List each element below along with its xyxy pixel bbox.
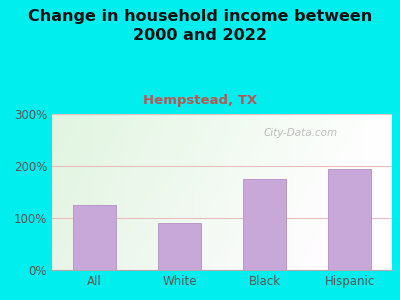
Text: Change in household income between
2000 and 2022: Change in household income between 2000 … bbox=[28, 9, 372, 43]
Bar bbox=[158, 223, 201, 270]
Bar bbox=[328, 169, 371, 270]
Text: City-Data.com: City-Data.com bbox=[263, 128, 337, 138]
Bar bbox=[73, 205, 116, 270]
Text: Hempstead, TX: Hempstead, TX bbox=[143, 94, 257, 107]
Bar bbox=[243, 179, 286, 270]
